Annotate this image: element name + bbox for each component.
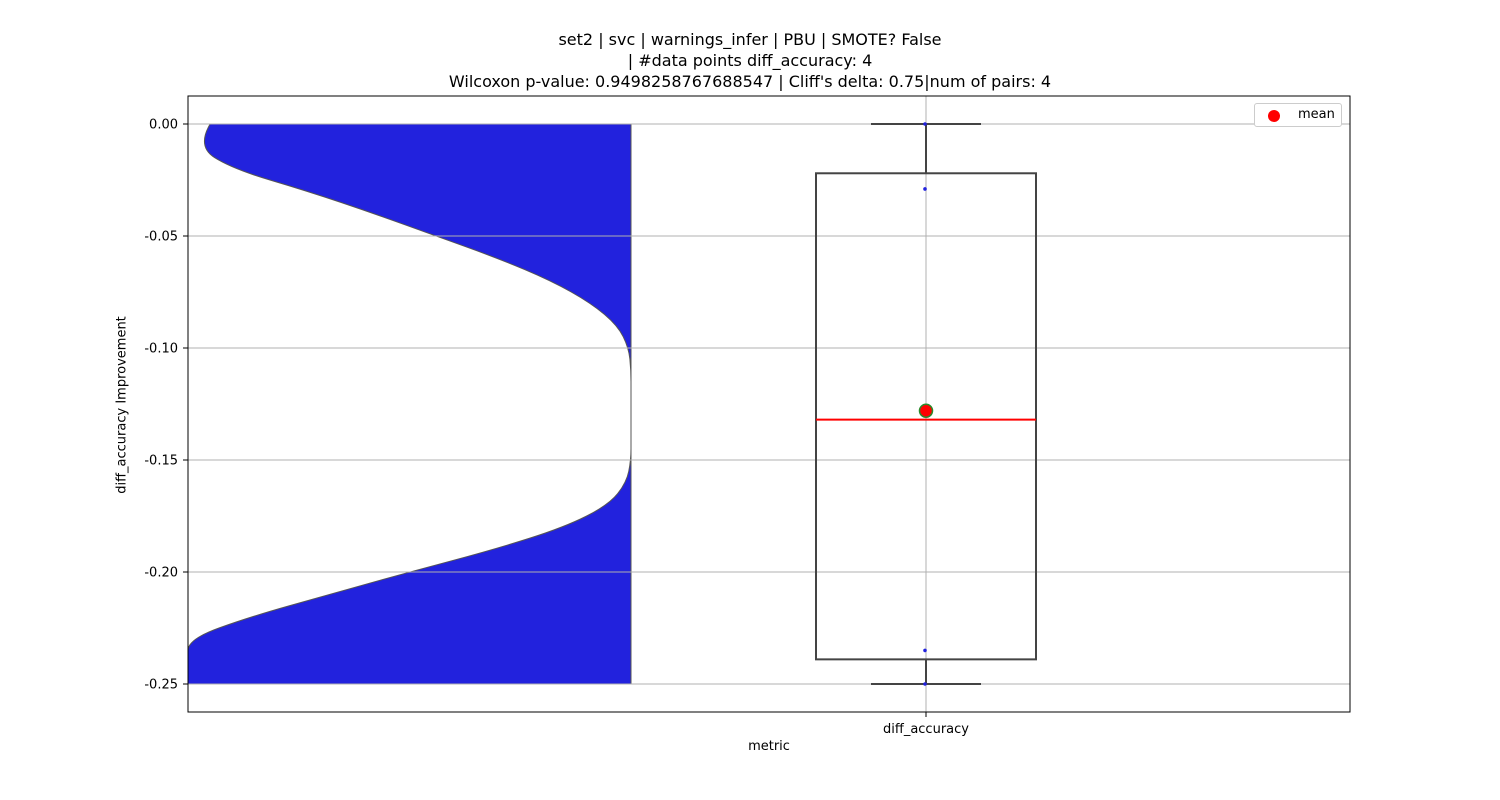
- x-axis-label: metric: [748, 739, 790, 754]
- y-tick-label: -0.15: [144, 454, 178, 469]
- chart-title-line-1: set2 | svc | warnings_infer | PBU | SMOT…: [558, 30, 942, 49]
- y-axis-label: diff_accuracy Improvement: [114, 316, 130, 494]
- chart-title-line-2: | #data points diff_accuracy: 4: [627, 51, 873, 70]
- violin-density-curve: [187, 123, 632, 684]
- y-tick-label: -0.10: [144, 342, 178, 357]
- y-tick-label: -0.05: [144, 230, 178, 245]
- data-point: [923, 682, 927, 686]
- mean-marker: [918, 403, 934, 418]
- data-point: [923, 648, 927, 653]
- legend-mean-label: mean: [1298, 107, 1335, 122]
- y-tick-label: 0.00: [149, 118, 178, 133]
- data-point: [923, 187, 927, 191]
- chart-title-line-3: Wilcoxon p-value: 0.9498258767688547 | C…: [448, 72, 1052, 91]
- legend: mean: [1254, 103, 1342, 127]
- x-tick-label: diff_accuracy: [883, 722, 969, 737]
- data-point: [923, 122, 927, 126]
- legend-mean-marker: [1268, 110, 1280, 122]
- y-tick-label: -0.25: [144, 678, 178, 693]
- y-tick-label: -0.20: [144, 566, 178, 581]
- plot-frame: [187, 95, 1351, 713]
